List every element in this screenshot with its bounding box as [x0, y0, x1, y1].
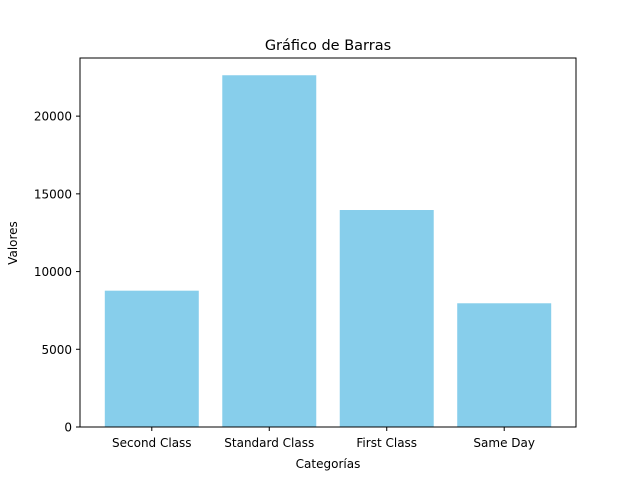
y-tick-label: 0: [64, 421, 72, 435]
y-tick-label: 20000: [34, 110, 72, 124]
plot-frame: [79, 57, 577, 428]
x-tick-label: Same Day: [473, 436, 535, 450]
y-axis-label: Valores: [6, 221, 20, 265]
x-tick-label: Second Class: [112, 436, 192, 450]
y-axis-ticks: 0 5000 10000 15000 20000: [34, 110, 80, 435]
bars-group: [104, 75, 552, 427]
x-tick-label: First Class: [356, 436, 417, 450]
bar-standard-class: [222, 75, 317, 427]
chart-title: Gráfico de Barras: [265, 38, 391, 54]
y-tick-label: 15000: [34, 187, 72, 201]
bar-same-day: [457, 303, 552, 427]
bar-second-class: [104, 290, 199, 427]
y-tick-label: 5000: [41, 343, 72, 357]
x-axis-ticks: Second Class Standard Class First Class Sam…: [112, 427, 535, 450]
x-tick-label: Standard Class: [224, 436, 314, 450]
bar-first-class: [339, 210, 434, 427]
y-tick-label: 10000: [34, 265, 72, 279]
x-axis-label: Categorías: [296, 457, 361, 471]
